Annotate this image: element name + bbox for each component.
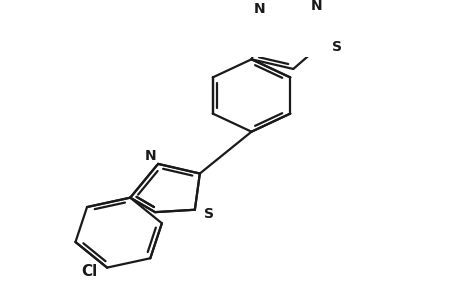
Text: S: S (331, 40, 341, 54)
Text: S: S (203, 207, 213, 221)
Text: N: N (253, 2, 265, 16)
Text: Cl: Cl (81, 264, 97, 279)
Text: N: N (144, 149, 156, 163)
Text: N: N (310, 0, 321, 13)
